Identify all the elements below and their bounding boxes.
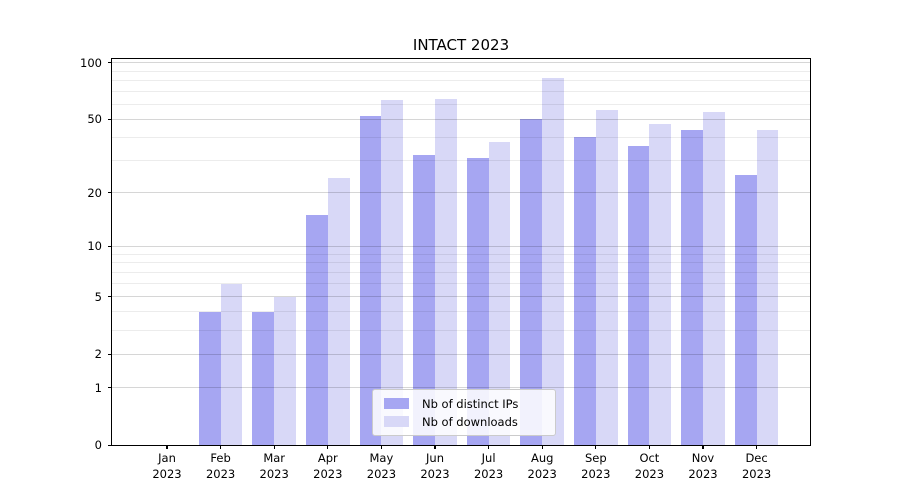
gridline-minor [112,253,810,255]
x-tick-label-may: May 2023 [366,451,397,481]
x-axis-tick [273,445,275,449]
x-axis-tick [327,445,329,449]
bar-distinct-ips-mar [252,311,275,445]
x-tick-label-jan: Jan 2023 [152,451,182,481]
x-tick-label-sep: Sep 2023 [581,451,611,481]
gridline-minor [112,283,810,285]
bar-downloads-oct [649,124,672,445]
y-tick-label: 20 [87,185,102,200]
gridline-minor [112,80,810,82]
x-axis-tick [166,445,168,449]
gridline-major [112,296,810,297]
y-tick-label: 1 [94,380,102,395]
x-axis-tick [220,445,222,449]
gridline-minor [112,311,810,313]
gridline-minor [112,103,810,105]
gridline-minor [112,136,810,138]
y-axis-tick [108,62,112,64]
legend-item-downloads: Nb of downloads [384,415,555,429]
x-tick-label-jun: Jun 2023 [420,451,450,481]
y-tick-label: 10 [87,239,102,254]
x-tick-label-feb: Feb 2023 [205,451,236,481]
bar-distinct-ips-oct [627,145,650,445]
x-axis-tick [541,445,543,449]
plot-area [111,58,811,446]
y-axis-tick [108,444,112,446]
chart-title: INTACT 2023 [412,36,510,54]
y-axis-tick [108,296,112,298]
x-tick-label-nov: Nov 2023 [688,451,718,481]
bar-downloads-feb [220,283,243,445]
x-axis-tick [488,445,490,449]
gridline-minor [112,160,810,161]
bar-downloads-jun [435,99,457,445]
bar-downloads-nov [703,111,725,445]
bar-distinct-ips-nov [681,129,703,445]
legend-item-distinct-ips: Nb of distinct IPs [384,397,555,411]
x-axis-tick [380,445,382,449]
y-axis-tick [108,387,112,389]
bar-downloads-apr [327,178,350,445]
y-axis-tick [108,192,112,194]
bar-distinct-ips-aug [520,119,543,445]
x-axis-tick [702,445,704,449]
bar-distinct-ips-sep [574,137,596,445]
x-axis-tick [648,445,650,449]
legend-label-distinct-ips: Nb of distinct IPs [422,396,519,411]
bar-downloads-sep [595,110,618,445]
x-axis-tick [595,445,597,449]
gridline-minor [112,91,810,93]
legend: Nb of distinct IPs Nb of downloads [372,389,556,436]
gridline-minor [112,262,810,264]
bar-downloads-may [381,100,404,445]
bar-distinct-ips-jul [466,157,489,445]
legend-swatch-distinct-ips [384,398,409,409]
bar-distinct-ips-apr [306,215,328,445]
x-tick-label-apr: Apr 2023 [313,451,343,481]
bar-downloads-jul [488,141,511,445]
bar-downloads-aug [542,77,564,445]
bar-distinct-ips-jun [413,155,435,445]
x-axis-tick [434,445,436,449]
x-axis-tick [756,445,758,449]
y-axis-tick [108,353,112,355]
x-tick-label-mar: Mar 2023 [259,451,289,481]
gridline-minor [112,329,810,331]
gridline-major [112,192,810,194]
y-axis-tick [108,118,112,120]
bar-downloads-mar [274,296,296,445]
bar-distinct-ips-dec [734,175,757,445]
gridline-minor [112,272,810,274]
gridline-major [112,353,810,355]
bar-downloads-dec [756,129,779,445]
x-tick-label-dec: Dec 2023 [741,451,772,481]
y-tick-label: 50 [87,112,102,127]
gridline-major [112,62,810,64]
y-tick-label: 100 [80,55,102,70]
y-tick-label: 0 [94,438,102,452]
x-tick-label-jul: Jul 2023 [473,451,504,481]
legend-swatch-downloads [384,416,409,427]
gridline-major [112,387,810,389]
y-tick-label: 5 [94,289,102,304]
bar-distinct-ips-may [359,116,382,445]
x-tick-label-oct: Oct 2023 [634,451,665,481]
gridline-major [112,118,810,120]
legend-label-downloads: Nb of downloads [422,414,518,429]
gridline-minor [112,70,810,72]
y-axis-tick [108,245,112,247]
gridline-major [112,245,810,247]
bar-distinct-ips-feb [198,311,221,445]
x-tick-label-aug: Aug 2023 [527,451,557,481]
y-tick-label: 2 [94,347,102,361]
